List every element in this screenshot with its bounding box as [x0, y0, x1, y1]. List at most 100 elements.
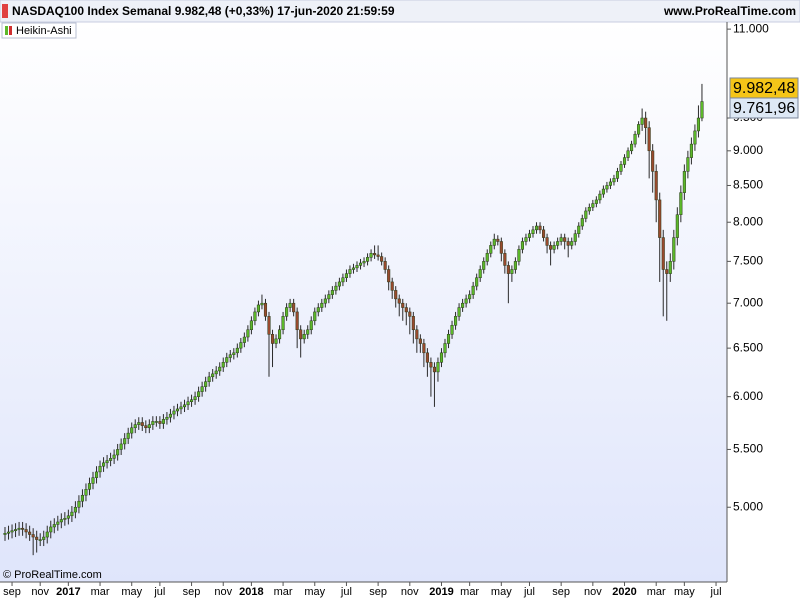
candle-body	[190, 399, 194, 403]
candle-body	[661, 237, 665, 270]
candle-body	[675, 214, 679, 238]
candle-body	[387, 269, 391, 283]
candle-body	[552, 245, 556, 250]
candle-body	[457, 307, 461, 317]
candle-body	[186, 401, 190, 406]
candle-body	[130, 427, 134, 434]
y-tick-label: 9.000	[733, 143, 763, 157]
candle-body	[594, 199, 598, 204]
candle-body	[566, 241, 570, 246]
candle-body	[112, 454, 116, 459]
x-tick-label: sep	[552, 586, 570, 598]
y-tick-label: 7.500	[733, 254, 763, 268]
candle-body	[355, 265, 359, 269]
x-tick-label: 2019	[429, 586, 453, 598]
candle-body	[274, 338, 278, 344]
candle-body	[475, 277, 479, 287]
candle-body	[517, 249, 521, 262]
candle-body	[534, 225, 539, 231]
candle-body	[598, 193, 602, 201]
candle-body	[401, 302, 405, 308]
candle-body	[404, 307, 408, 313]
legend-label: Heikin-Ashi	[16, 25, 72, 37]
candle-body	[70, 511, 74, 517]
candle-body	[700, 101, 704, 119]
candle-body	[390, 281, 394, 291]
candle-body	[161, 419, 165, 424]
candle-body	[665, 269, 669, 274]
candle-body	[17, 527, 21, 530]
x-tick-label: mar	[274, 586, 293, 598]
candle-body	[38, 539, 42, 541]
candle-body	[556, 241, 560, 246]
y-tick-label: 8.000	[733, 214, 763, 228]
candle-body	[647, 127, 651, 152]
legend-box	[1, 22, 77, 39]
candle-body	[172, 410, 176, 415]
candle-body	[327, 294, 331, 300]
header-bar	[0, 0, 800, 23]
candle-body	[468, 294, 472, 300]
candle-body	[253, 311, 257, 322]
candle-body	[56, 521, 60, 525]
x-tick-label: mar	[460, 586, 479, 598]
x-tick-label: 2017	[56, 586, 80, 598]
candle-body	[658, 199, 662, 238]
candle-body	[443, 343, 447, 354]
candle-body	[246, 329, 250, 338]
x-tick-label: nov	[401, 586, 419, 598]
candle-body	[499, 241, 503, 254]
candle-body	[197, 391, 201, 397]
candle-body	[42, 536, 46, 540]
candle-body	[668, 261, 672, 274]
x-tick-label: may	[304, 586, 325, 598]
candle-body	[478, 269, 482, 279]
candle-body	[123, 438, 127, 445]
candle-body	[309, 320, 313, 331]
candle-body	[373, 253, 377, 256]
price-label: 9.982,48	[733, 80, 795, 97]
candle-body	[295, 311, 299, 331]
x-tick-label: 2018	[239, 586, 263, 598]
candle-body	[256, 304, 260, 313]
candle-body	[348, 269, 352, 274]
candle-body	[52, 524, 56, 528]
x-tick-label: jul	[153, 586, 165, 598]
candle-body	[3, 533, 7, 535]
candle-body	[221, 362, 225, 368]
candle-body	[506, 265, 510, 274]
x-tick-label: sep	[369, 586, 387, 598]
candle-body	[165, 416, 169, 420]
candle-body	[302, 334, 306, 340]
candle-body	[151, 421, 155, 425]
candle-body	[306, 329, 310, 335]
candle-body	[693, 130, 697, 145]
candle-body	[654, 171, 658, 201]
legend-icon-down	[9, 26, 12, 35]
candle-body	[299, 329, 303, 340]
candle-body	[651, 150, 655, 172]
candle-body	[337, 281, 341, 287]
candle-body	[612, 178, 616, 183]
candle-body	[281, 316, 285, 331]
watermark: © ProRealTime.com	[3, 569, 102, 581]
candle-body	[225, 357, 229, 363]
candle-body	[573, 233, 577, 242]
y-tick-label: 6.500	[733, 340, 763, 354]
candle-body	[63, 517, 67, 520]
candle-body	[622, 157, 627, 165]
candle-body	[98, 465, 102, 473]
candle-body	[601, 188, 605, 195]
candle-body	[358, 262, 363, 266]
y-tick-label: 7.000	[733, 295, 763, 309]
candle-body	[672, 237, 676, 262]
candle-body	[630, 143, 634, 152]
candle-body	[679, 192, 683, 215]
candle-body	[644, 117, 648, 128]
candle-body	[415, 329, 419, 340]
y-tick-label: 6.000	[733, 389, 763, 403]
candle-body	[31, 534, 35, 538]
candle-body	[580, 218, 584, 227]
candle-body	[429, 362, 433, 368]
